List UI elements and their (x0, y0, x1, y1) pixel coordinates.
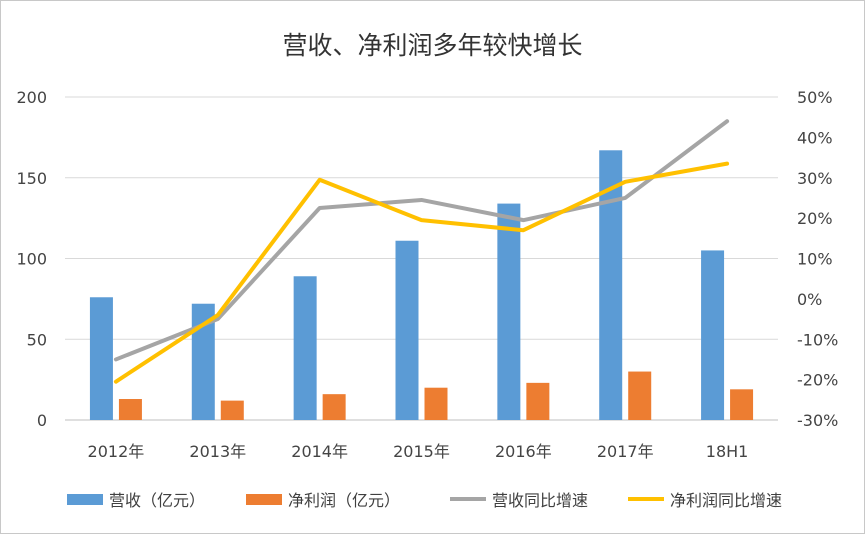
legend-label-revenue-growth: 营收同比增速 (492, 491, 589, 510)
x-tick-label: 2014年 (291, 442, 348, 461)
net-profit-growth-line (113, 161, 730, 384)
y-right-tick-label: -10% (797, 330, 838, 349)
revenue-bar (395, 240, 419, 420)
net-profit-bar (322, 394, 346, 420)
y-right-tick-label: 10% (797, 250, 833, 269)
y-right-tick-label: 30% (797, 169, 833, 188)
legend-label-revenue: 营收（亿元） (109, 491, 206, 510)
legend-swatch-net-profit (246, 493, 282, 505)
legend-swatch-revenue-growth (450, 497, 486, 501)
y-right-tick-label: -20% (797, 371, 838, 390)
legend-item-net-profit-growth: 净利润同比增速 (628, 487, 782, 511)
x-tick-label: 2012年 (88, 442, 145, 461)
x-tick-label: 18H1 (706, 442, 749, 461)
revenue-bar (701, 250, 725, 420)
chart-legend: 营收（亿元） 净利润（亿元） 营收同比增速 净利润同比增速 (0, 487, 865, 511)
y-left-tick-label: 200 (16, 88, 47, 107)
net-profit-bar (730, 389, 754, 420)
net-profit-bar (424, 387, 448, 420)
revenue-bar (497, 203, 521, 420)
legend-swatch-revenue (67, 493, 103, 505)
x-tick-label: 2017年 (597, 442, 654, 461)
net-profit-bar (526, 382, 550, 420)
y-left-tick-label: 150 (16, 169, 47, 188)
legend-swatch-net-profit-growth (628, 497, 664, 501)
legend-item-net-profit: 净利润（亿元） (246, 487, 400, 511)
y-left-tick-label: 100 (16, 250, 47, 269)
legend-label-net-profit: 净利润（亿元） (288, 491, 401, 510)
x-tick-label: 2013年 (189, 442, 246, 461)
legend-item-revenue: 营收（亿元） (67, 487, 205, 511)
y-right-tick-label: 0% (797, 290, 822, 309)
x-tick-label: 2016年 (495, 442, 552, 461)
legend-item-revenue-growth: 营收同比增速 (450, 487, 588, 511)
chart-title: 营收、净利润多年较快增长 (282, 31, 583, 60)
revenue-bar (191, 303, 215, 420)
y-right-tick-label: 40% (797, 128, 833, 147)
net-profit-bar (220, 400, 244, 420)
revenue-bar (293, 276, 317, 420)
revenue-growth-line (113, 119, 730, 362)
y-right-tick-label: 20% (797, 209, 833, 228)
net-profit-bar (628, 371, 652, 420)
x-tick-label: 2015年 (393, 442, 450, 461)
y-right-tick-label: -30% (797, 411, 838, 430)
y-left-tick-label: 50 (27, 330, 47, 349)
legend-label-net-profit-growth: 净利润同比增速 (670, 491, 783, 510)
revenue-bar (599, 150, 623, 421)
y-left-tick-label: 0 (37, 411, 47, 430)
y-right-tick-label: 50% (797, 88, 833, 107)
revenue-bar (89, 297, 113, 420)
net-profit-bar (118, 399, 142, 420)
